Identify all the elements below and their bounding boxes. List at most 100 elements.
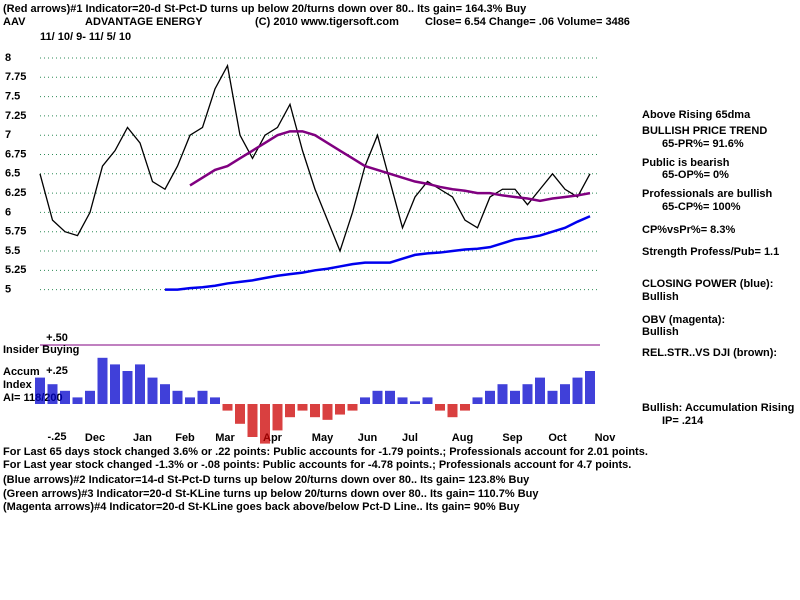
accum-bar xyxy=(497,384,508,404)
accum-bar xyxy=(547,390,558,404)
accum-bar xyxy=(97,357,108,404)
accum-bar xyxy=(297,404,308,411)
side-note: Public is bearish xyxy=(642,157,730,169)
accum-bar xyxy=(422,397,433,404)
x-tick-label: Jul xyxy=(402,432,418,444)
accum-bar xyxy=(285,404,295,418)
y-tick-label: 6.5 xyxy=(5,168,20,180)
accum-bar xyxy=(335,404,345,415)
series-line xyxy=(165,215,591,291)
side-note: Strength Profess/Pub= 1.1 xyxy=(642,246,779,258)
y-tick-label: +.50 xyxy=(46,332,68,344)
accum-bar xyxy=(147,377,158,404)
x-tick-label: May xyxy=(312,432,334,444)
side-note: Bullish xyxy=(642,291,679,303)
side-note: IP= .214 xyxy=(662,415,704,427)
accum-bar xyxy=(35,377,45,404)
side-note: Above Rising 65dma xyxy=(642,109,751,121)
x-tick-label: Jan xyxy=(133,432,152,444)
x-tick-label: Nov xyxy=(595,432,617,444)
footer-note: For Last year stock changed -1.3% or -.0… xyxy=(3,459,631,471)
company: ADVANTAGE ENERGY xyxy=(85,16,203,28)
y-tick-label: 7 xyxy=(5,129,11,141)
accum-bar xyxy=(85,390,95,404)
quote: Close= 6.54 Change= .06 Volume= 3486 xyxy=(425,16,630,28)
accum-bar xyxy=(260,404,270,444)
x-tick-label: Oct xyxy=(548,432,567,444)
accum-bar xyxy=(460,404,470,411)
x-tick-label: Mar xyxy=(215,432,235,444)
accum-bar xyxy=(247,404,258,437)
symbol: AAV xyxy=(3,16,26,28)
accum-bar xyxy=(472,397,483,404)
x-tick-label: Aug xyxy=(452,432,473,444)
y-tick-label: 5.75 xyxy=(5,226,26,238)
series-line xyxy=(39,63,591,253)
accum-bar xyxy=(122,371,133,404)
accum-bar xyxy=(47,384,58,404)
side-note: Professionals are bullish xyxy=(642,188,772,200)
accum-bar xyxy=(535,377,545,404)
y-tick-label: 6.75 xyxy=(5,148,26,160)
footer-note: (Green arrows)#3 Indicator=20-d St-KLine… xyxy=(3,488,539,500)
accum-bar xyxy=(560,384,570,404)
side-note: REL.STR..VS DJI (brown): xyxy=(642,347,777,359)
accum-bar xyxy=(485,390,495,404)
footer-note: (Magenta arrows)#4 Indicator=20-d St-KLi… xyxy=(3,501,520,513)
accum-label: Accum xyxy=(3,366,40,378)
accum-bar xyxy=(222,404,233,411)
y-tick-label: 5.5 xyxy=(5,245,20,257)
accum-bar xyxy=(572,377,583,404)
accum-bar xyxy=(435,404,445,411)
accum-bar xyxy=(160,384,170,404)
footer-note: (Blue arrows)#2 Indicator=14-d St-Pct-D … xyxy=(3,474,530,486)
y-tick-label: 6.25 xyxy=(5,187,26,199)
accum-bar xyxy=(135,364,145,404)
side-note: 65-CP%= 100% xyxy=(662,201,741,213)
accum-bar xyxy=(447,404,458,418)
accum-bar xyxy=(510,390,520,404)
accum-bar xyxy=(372,390,383,404)
y-tick-label: 5 xyxy=(5,284,11,296)
side-note: Bullish xyxy=(642,326,679,338)
accum-bar xyxy=(585,371,595,404)
y-tick-label: -.25 xyxy=(48,431,67,443)
y-tick-label: 7.75 xyxy=(5,71,26,83)
side-note: CP%vsPr%= 8.3% xyxy=(642,224,735,236)
y-tick-label: +.25 xyxy=(46,365,68,377)
side-note: CLOSING POWER (blue): xyxy=(642,278,773,290)
copyright: (C) 2010 www.tigersoft.com xyxy=(255,16,399,28)
accum-bar xyxy=(197,390,208,404)
insider-label: Insider Buying xyxy=(3,344,79,356)
accum-bar xyxy=(72,397,83,404)
accum-bar xyxy=(322,404,333,420)
x-tick-label: Sep xyxy=(502,432,522,444)
y-tick-label: 5.25 xyxy=(5,264,26,276)
side-note: 65-PR%= 91.6% xyxy=(662,138,744,150)
y-tick-label: 8 xyxy=(5,52,11,64)
accum-bar xyxy=(385,390,395,404)
accum-bar xyxy=(235,404,245,424)
side-note: 65-OP%= 0% xyxy=(662,169,729,181)
accum-bar xyxy=(185,397,195,404)
y-tick-label: 6 xyxy=(5,206,11,218)
accum-bar xyxy=(360,397,370,404)
date-range: 11/ 10/ 9- 11/ 5/ 10 xyxy=(40,31,131,43)
accum-bar xyxy=(310,404,320,418)
accum-bar xyxy=(347,404,358,411)
accum-bar xyxy=(172,390,183,404)
side-note: Bullish: Accumulation Rising xyxy=(642,402,794,414)
side-note: BULLISH PRICE TREND xyxy=(642,125,767,137)
series-line xyxy=(189,130,591,203)
accum-bar xyxy=(60,390,70,404)
index-label: Index xyxy=(3,379,33,391)
accum-bar xyxy=(410,401,420,404)
accum-bar xyxy=(110,364,120,404)
x-tick-label: Feb xyxy=(175,432,195,444)
accum-bar xyxy=(397,397,408,404)
indicator-line: (Red arrows)#1 Indicator=20-d St-Pct-D t… xyxy=(3,3,527,15)
y-tick-label: 7.5 xyxy=(5,90,20,102)
y-tick-label: 7.25 xyxy=(5,110,26,122)
